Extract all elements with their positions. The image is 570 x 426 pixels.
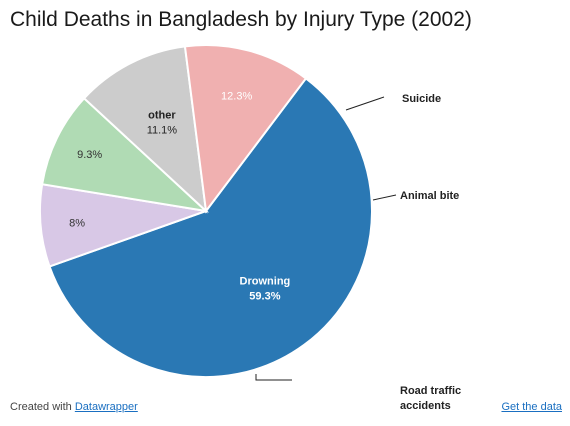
footer-credit: Created with Datawrapper	[10, 401, 138, 413]
datawrapper-link[interactable]: Datawrapper	[74, 401, 138, 413]
slice-outside-label-road-traffic-accidents-1: Road traffic	[400, 385, 461, 397]
pie-slice-drowning	[48, 77, 373, 378]
slice-outside-label-suicide: Suicide	[402, 93, 441, 105]
get-the-data-link[interactable]: Get the data	[501, 401, 562, 413]
slice-outside-label-road-traffic-accidents-2: accidents	[400, 400, 451, 412]
slice-value-label-drowning: 59.3%	[249, 290, 280, 302]
leader-line-suicide	[345, 96, 385, 111]
leader-line-animal-bite	[372, 194, 397, 201]
slice-value-label-animal-bite: 9.3%	[77, 149, 102, 161]
chart-title: Child Deaths in Bangladesh by Injury Typ…	[10, 8, 472, 31]
created-with-text: Created with	[10, 401, 72, 413]
slice-outside-label-animal-bite: Animal bite	[400, 190, 459, 202]
pie-slice-animal-bite	[41, 96, 210, 213]
pie-slice-other	[82, 45, 208, 214]
slice-name-label-drowning: Drowning	[240, 275, 291, 287]
pie-slice-road-traffic-accidents	[183, 44, 308, 214]
leader-line-road-traffic-accidents	[255, 374, 292, 381]
slice-value-label-other: 11.1%	[147, 124, 178, 136]
slice-value-label-suicide: 8%	[69, 218, 85, 230]
slice-name-label-other: other	[148, 109, 176, 121]
slice-value-label-road-traffic-accidents: 12.3%	[221, 90, 252, 102]
